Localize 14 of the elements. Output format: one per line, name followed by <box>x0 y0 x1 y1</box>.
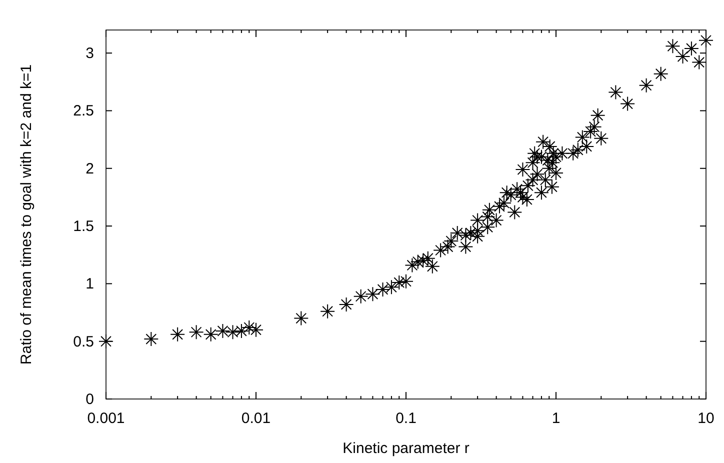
y-tick-label: 1 <box>86 276 94 293</box>
y-tick-label: 0.5 <box>73 333 94 350</box>
x-tick-label: 1 <box>552 410 560 427</box>
y-axis-title: Ratio of mean times to goal with k=2 and k=1 <box>18 64 35 365</box>
x-tick-label: 0.1 <box>396 410 416 427</box>
y-tick-label: 2 <box>86 160 94 178</box>
y-tick-label: 1.5 <box>73 218 94 236</box>
y-tick-label: 2.5 <box>73 102 94 120</box>
x-tick-label: 0.001 <box>87 410 125 427</box>
x-axis-title: Kinetic parameter r <box>342 440 470 457</box>
y-tick-label: 3 <box>86 45 94 62</box>
x-tick-label: 10 <box>698 410 714 427</box>
y-tick-label: 0 <box>86 391 94 408</box>
x-tick-label: 0.01 <box>241 410 271 427</box>
